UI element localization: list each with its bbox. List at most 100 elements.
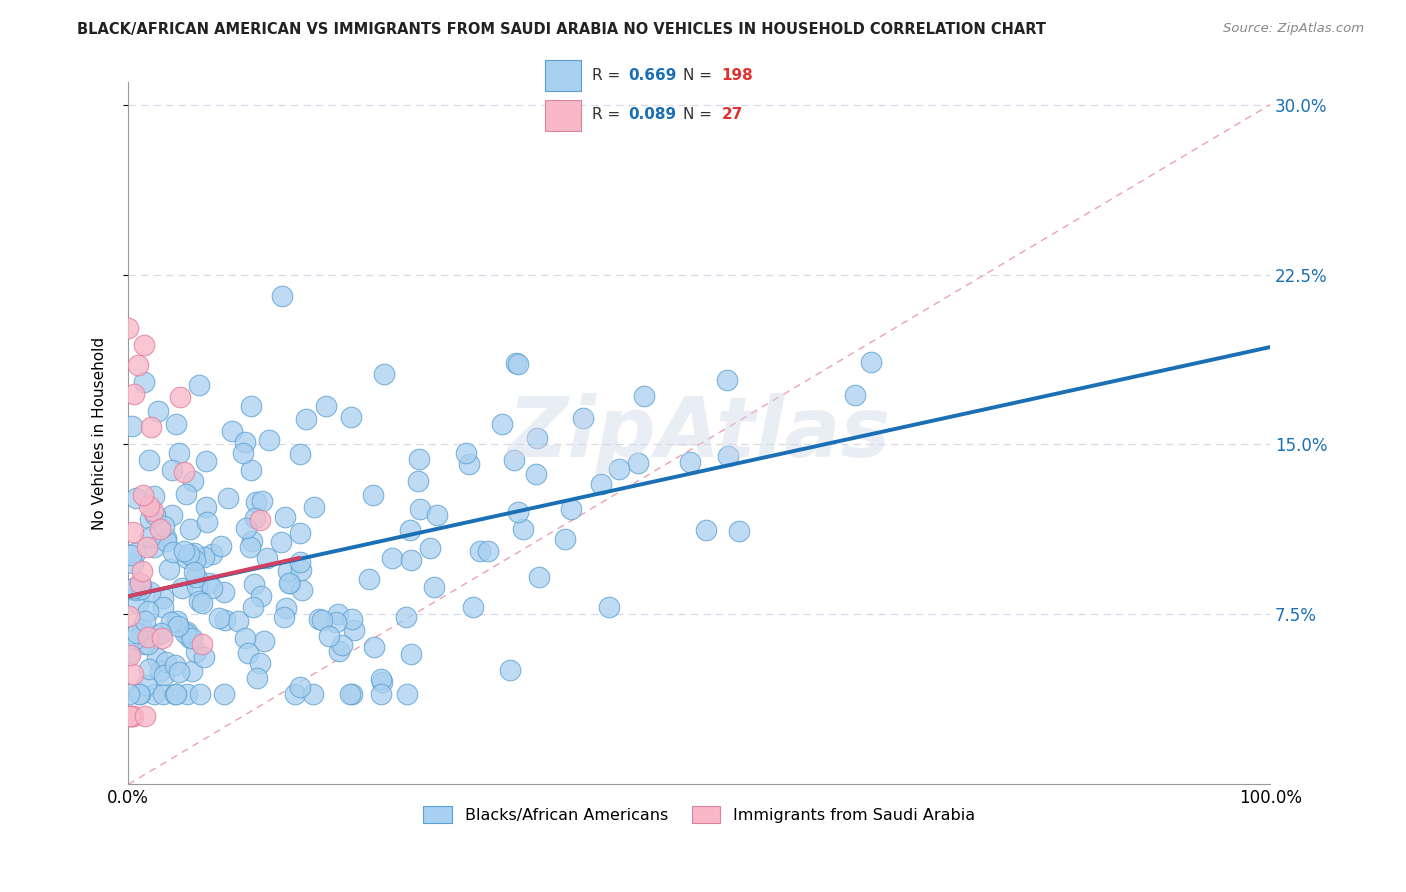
- Text: N =: N =: [682, 68, 717, 83]
- Point: [166, 619, 188, 633]
- Point: [179, 631, 201, 645]
- Point: [381, 550, 404, 565]
- Point: [598, 600, 620, 615]
- Point: [131, 564, 153, 578]
- Point: [162, 508, 184, 522]
- Point: [343, 623, 366, 637]
- Point: [208, 610, 231, 624]
- Point: [246, 671, 269, 685]
- Point: [122, 581, 145, 595]
- Point: [396, 687, 419, 701]
- Point: [183, 565, 205, 579]
- Point: [136, 630, 159, 644]
- Point: [633, 389, 655, 403]
- Point: [181, 631, 204, 645]
- Point: [179, 522, 201, 536]
- Point: [717, 450, 740, 464]
- Point: [165, 658, 187, 673]
- Point: [423, 580, 446, 594]
- Point: [291, 582, 314, 597]
- Point: [859, 355, 882, 369]
- Y-axis label: No Vehicles in Household: No Vehicles in Household: [93, 336, 107, 530]
- Point: [217, 491, 239, 505]
- Point: [503, 452, 526, 467]
- Point: [506, 505, 529, 519]
- Point: [118, 709, 141, 723]
- Point: [186, 579, 208, 593]
- Text: 27: 27: [721, 107, 742, 122]
- Point: [201, 581, 224, 595]
- Point: [395, 610, 418, 624]
- Point: [328, 644, 350, 658]
- Point: [243, 577, 266, 591]
- Point: [165, 687, 187, 701]
- Point: [304, 500, 326, 515]
- Point: [127, 596, 149, 610]
- Point: [195, 515, 218, 529]
- Point: [131, 578, 153, 592]
- Point: [284, 687, 307, 701]
- Point: [506, 357, 529, 371]
- Point: [160, 615, 183, 630]
- Point: [245, 495, 267, 509]
- Point: [572, 410, 595, 425]
- Point: [124, 546, 146, 560]
- Point: [214, 613, 236, 627]
- Point: [118, 687, 141, 701]
- Point: [169, 391, 191, 405]
- Point: [239, 540, 262, 554]
- Point: [308, 612, 330, 626]
- Point: [288, 680, 311, 694]
- Point: [128, 687, 150, 701]
- Point: [370, 672, 392, 686]
- Point: [152, 687, 174, 701]
- Point: [290, 563, 312, 577]
- Point: [197, 576, 219, 591]
- Point: [235, 521, 257, 535]
- Point: [152, 591, 174, 606]
- Point: [325, 615, 347, 629]
- Point: [226, 614, 249, 628]
- Point: [315, 399, 337, 413]
- Point: [131, 623, 153, 637]
- Point: [529, 569, 551, 583]
- Point: [695, 523, 717, 537]
- Point: [148, 403, 170, 417]
- Point: [152, 668, 174, 682]
- Point: [249, 513, 271, 527]
- Point: [256, 551, 278, 566]
- Point: [128, 687, 150, 701]
- Point: [127, 625, 149, 640]
- Point: [146, 628, 169, 642]
- Text: R =: R =: [592, 107, 624, 122]
- Point: [311, 613, 333, 627]
- Point: [142, 489, 165, 503]
- Point: [524, 467, 547, 482]
- Point: [370, 687, 392, 701]
- Point: [136, 637, 159, 651]
- Point: [589, 476, 612, 491]
- Point: [242, 600, 264, 615]
- Point: [243, 510, 266, 524]
- Point: [169, 446, 191, 460]
- Point: [233, 632, 256, 646]
- Point: [118, 648, 141, 662]
- Point: [176, 625, 198, 640]
- Point: [499, 663, 522, 677]
- Point: [195, 454, 218, 468]
- Point: [454, 446, 477, 460]
- Point: [240, 534, 263, 549]
- Point: [728, 524, 751, 538]
- Point: [138, 662, 160, 676]
- Point: [278, 576, 301, 591]
- Point: [190, 596, 212, 610]
- Point: [176, 687, 198, 701]
- Point: [142, 504, 165, 518]
- Point: [121, 557, 143, 571]
- Point: [152, 518, 174, 533]
- Point: [361, 488, 384, 502]
- Point: [149, 665, 172, 679]
- Point: [188, 687, 211, 701]
- Text: N =: N =: [682, 107, 717, 122]
- Point: [554, 532, 576, 546]
